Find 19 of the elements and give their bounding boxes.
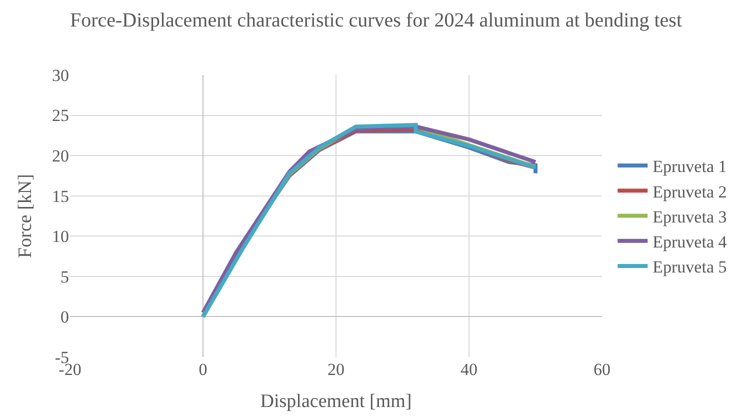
legend-label: Epruveta 3 xyxy=(652,207,727,226)
y-tick-label: 15 xyxy=(52,186,69,206)
legend-label: Epruveta 5 xyxy=(652,258,727,277)
x-tick-label: 60 xyxy=(594,360,610,379)
legend-label: Epruveta 1 xyxy=(652,157,727,176)
y-tick-label: 20 xyxy=(52,146,69,166)
chart-title: Force-Displacement characteristic curves for 2024 aluminum at bending test xyxy=(70,10,682,32)
x-axis-title: Displacement [mm] xyxy=(260,390,412,412)
y-tick-label: 5 xyxy=(60,267,69,286)
x-tick-label: 20 xyxy=(328,360,344,379)
x-tick-label: 0 xyxy=(198,360,208,379)
x-tick-label: 40 xyxy=(460,360,478,379)
y-tick-label: 30 xyxy=(52,66,69,85)
y-axis-title: Force [kN] xyxy=(14,174,36,258)
legend-label: Epruveta 4 xyxy=(652,232,728,252)
y-tick-label: 10 xyxy=(52,227,69,246)
y-tick-label: 0 xyxy=(60,308,69,327)
legend-label: Epruveta 2 xyxy=(652,182,727,202)
y-tick-label: 25 xyxy=(52,106,69,126)
